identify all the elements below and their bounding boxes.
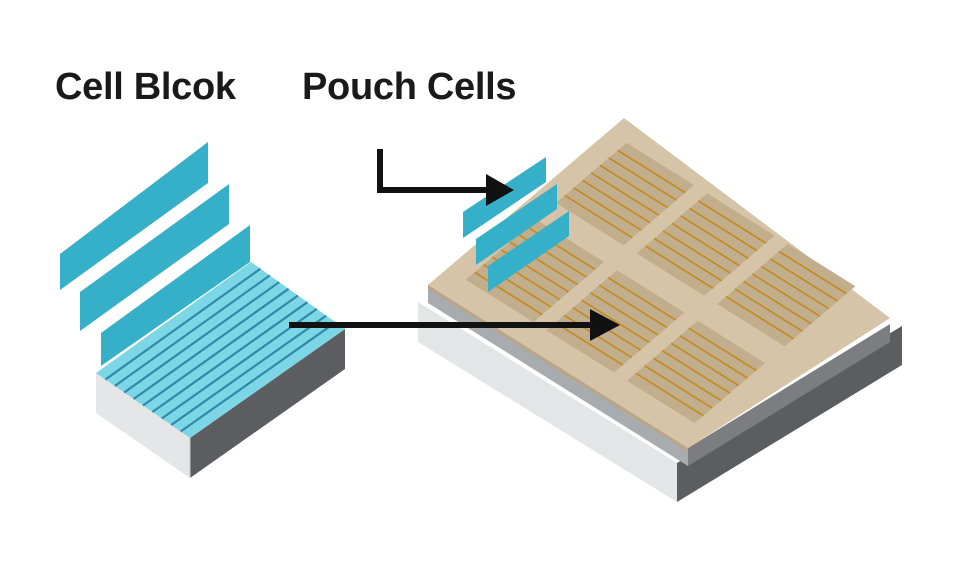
arrow-cell-block (289, 309, 620, 341)
pouch-cell-line (590, 291, 659, 336)
tray-base-side (677, 326, 902, 502)
pouch-cell-line (554, 322, 624, 366)
cell-stripe (123, 281, 280, 394)
cell-stripe (114, 274, 271, 387)
pouch-cell-line (688, 327, 757, 372)
cell-block (60, 142, 345, 478)
pouch-cells-label: Pouch Cells (302, 66, 517, 108)
pouch-cell-line (644, 245, 714, 289)
pouch-cell-line (670, 342, 740, 387)
pouch-cell-line (680, 215, 749, 259)
pouch-cell-line (598, 284, 668, 329)
pouch-cell-line (769, 258, 839, 302)
pouch-cell-line (581, 179, 651, 224)
cell-stripe (170, 314, 327, 426)
cell-stripe (151, 301, 309, 413)
cell-stripe (142, 294, 299, 407)
cell-block-base-side (190, 329, 345, 478)
separator-sheet (60, 142, 208, 290)
pouch-cell-line (671, 222, 740, 267)
separator-sheet (80, 184, 229, 331)
pouch-cell-line (573, 187, 642, 231)
tray-mid-side (688, 324, 890, 466)
pouch-cell-line (679, 335, 748, 379)
pouch-cell-line (662, 230, 732, 274)
pouch-cell-line (653, 357, 722, 402)
arrow-pouch-cells (377, 149, 514, 206)
pouch-cell-line (607, 276, 677, 321)
pouch-cell-line (697, 200, 767, 244)
pouch-tab (463, 157, 546, 238)
pouch-cell-line (725, 295, 795, 340)
pouch-cell-line (778, 250, 847, 295)
pouch-cell-line (760, 265, 830, 310)
pouch-cell-line (743, 280, 812, 325)
tray-base-front (418, 302, 677, 502)
cell-stripe (179, 321, 337, 433)
pouch-cell-line (635, 372, 704, 417)
pouch-cell-line (590, 172, 660, 216)
pouch-cell-line (474, 271, 543, 316)
pouch-cell-line (581, 299, 650, 344)
cell-stripe (104, 267, 262, 381)
cell-block-base-front (96, 373, 190, 478)
pouch-cell-line (689, 207, 758, 252)
tray-mid-front (428, 285, 688, 466)
pouch-tab (488, 211, 569, 292)
pouch-cell-line (752, 273, 821, 317)
cell-block-label: Cell Blcok (55, 66, 236, 108)
pouch-cell-line (564, 194, 633, 239)
pouch-tray (418, 118, 902, 502)
pouch-cell-line (599, 164, 669, 209)
pouch-cell-line (608, 157, 677, 201)
pouch-tab (476, 184, 557, 265)
pouch-cell-line (644, 365, 713, 409)
pouch-cell-line (734, 288, 803, 332)
pouch-cell-line (653, 237, 723, 282)
pouch-cell-line (617, 149, 686, 194)
pouch-cell-line (661, 350, 731, 394)
pouch-modules (465, 142, 856, 424)
cell-stripe (132, 287, 290, 400)
separator-sheet (101, 225, 250, 366)
